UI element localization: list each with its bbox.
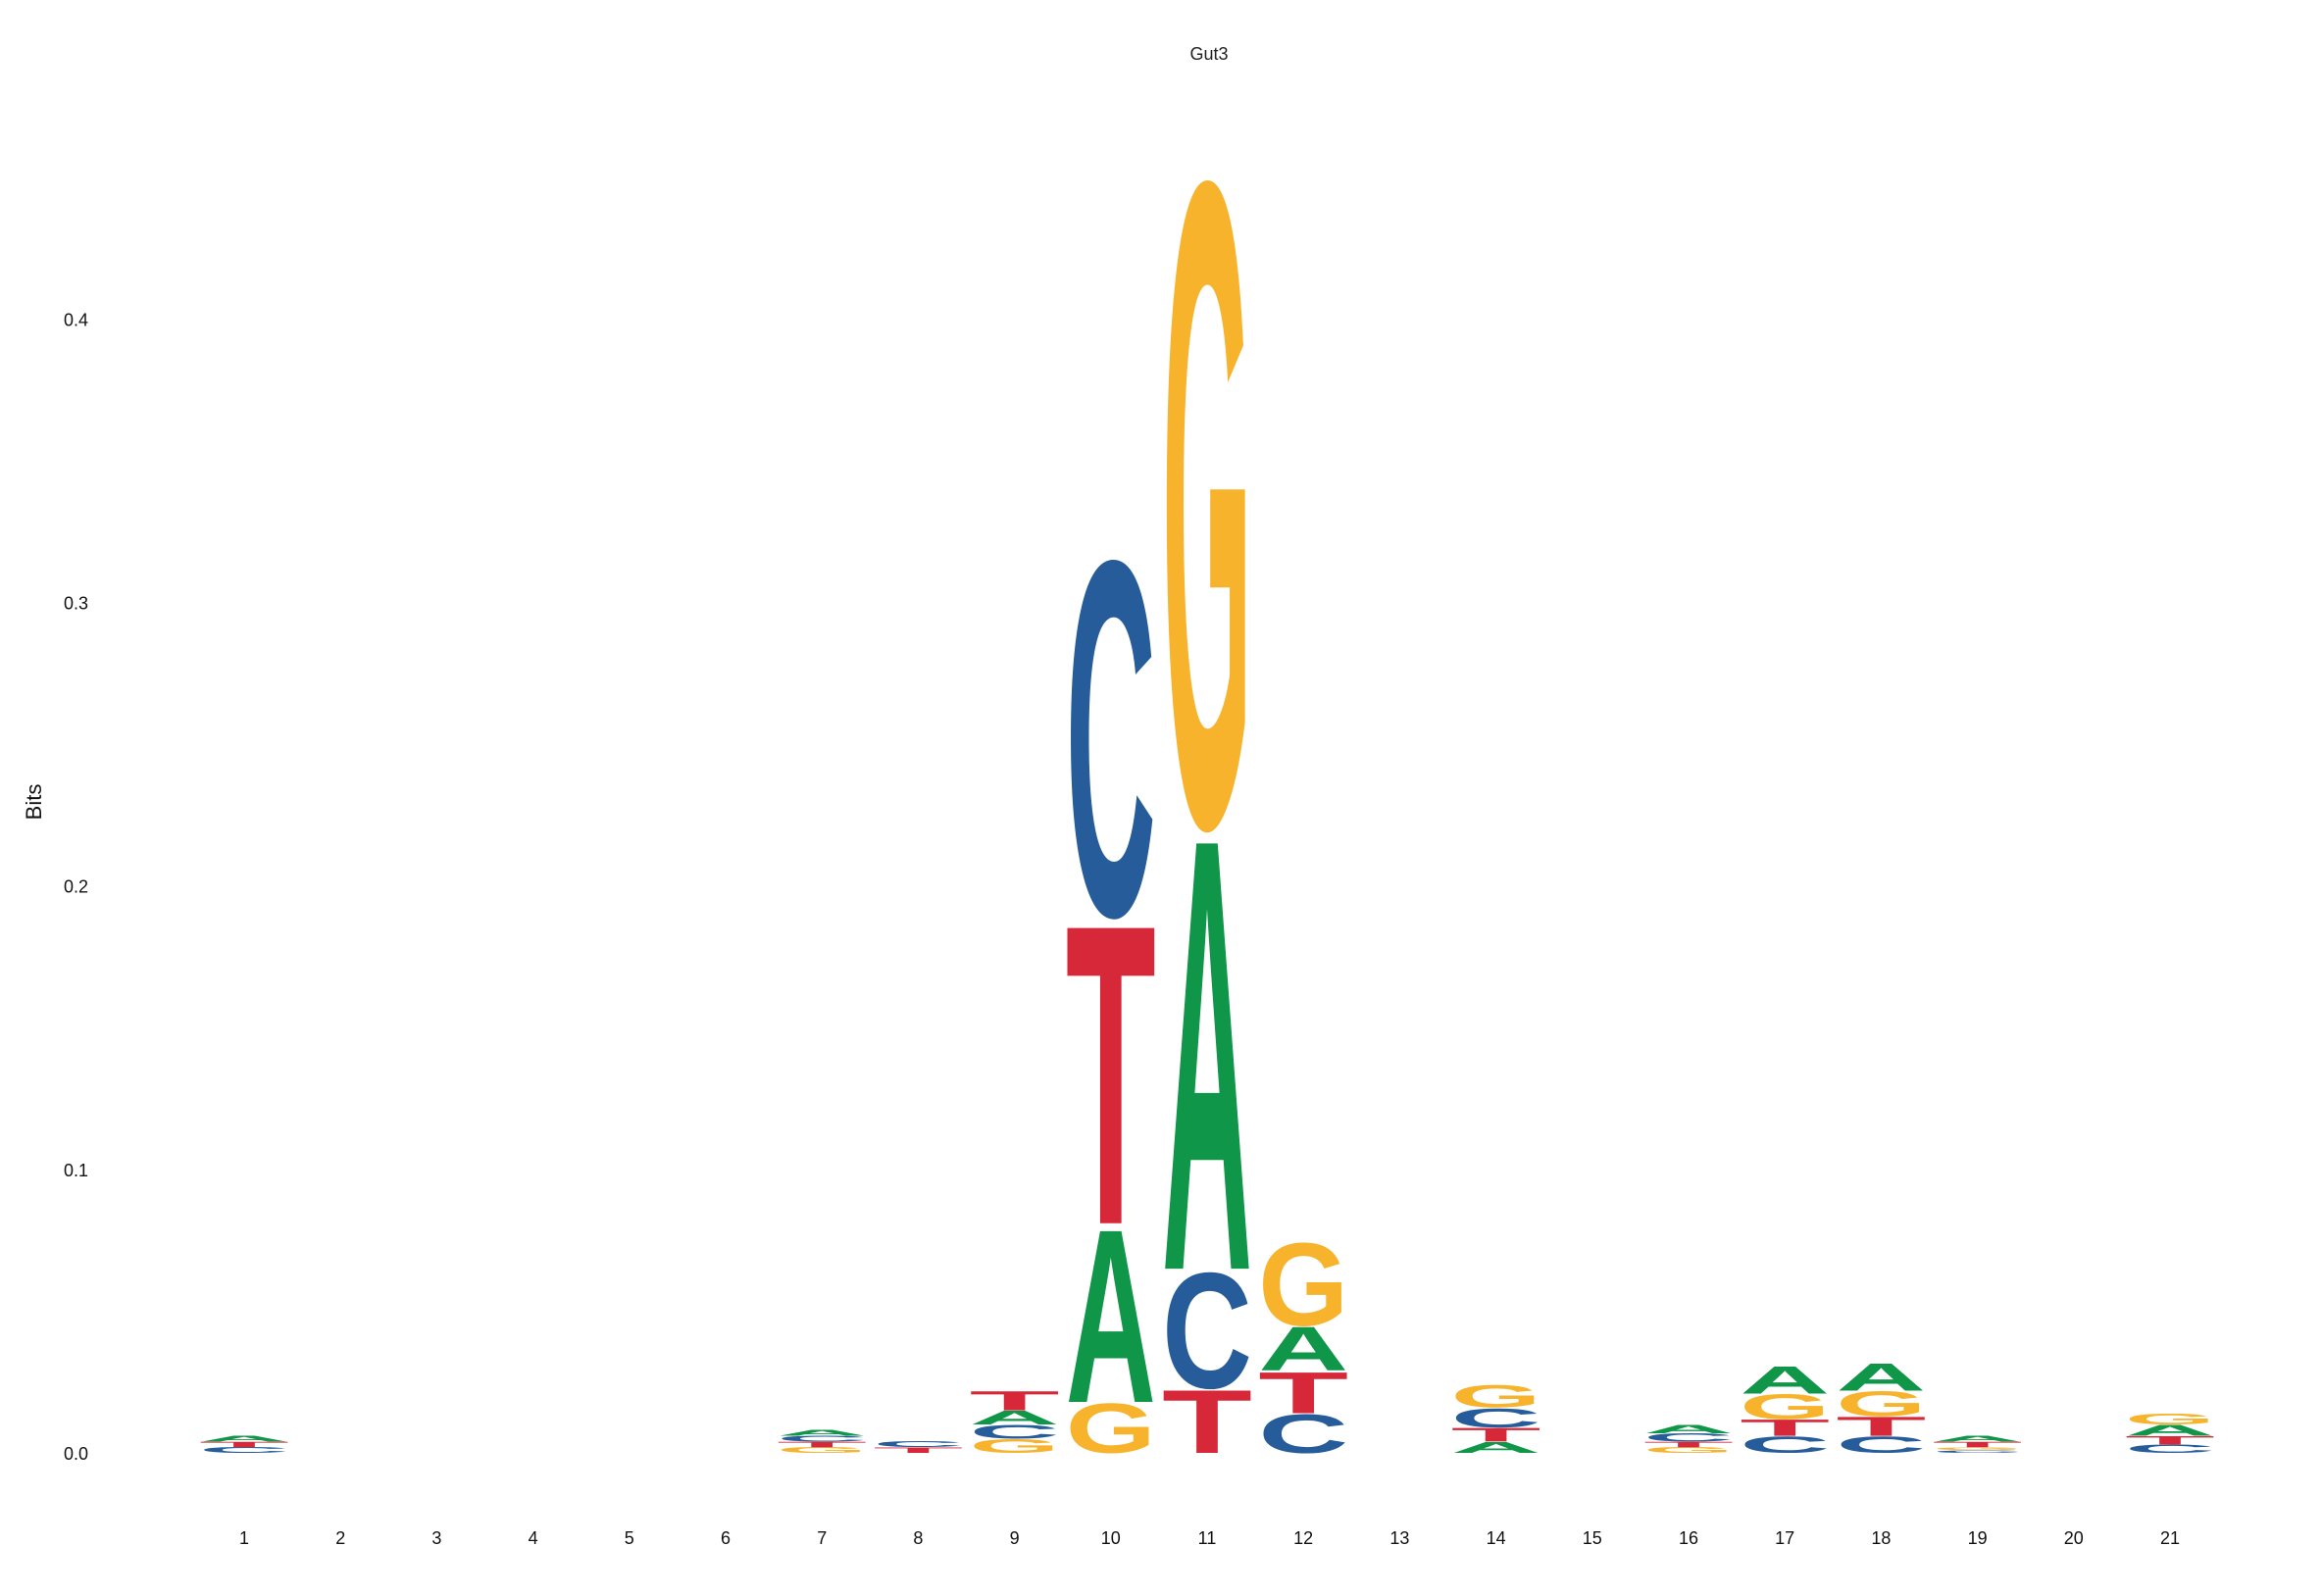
logo-letter-t: T (199, 1440, 289, 1449)
logo-letter-t: T (1740, 1415, 1830, 1441)
x-tick-label: 5 (625, 1528, 634, 1548)
y-axis-ticks: 0.0 0.1 0.2 0.3 0.4 (64, 310, 88, 1464)
logo-letter-c: C (1643, 1431, 1734, 1444)
logo-letter-g: G (1740, 1387, 1830, 1427)
logo-letter-t: T (1643, 1440, 1734, 1449)
y-tick-label: 0.4 (64, 310, 88, 329)
x-tick-label: 16 (1679, 1528, 1698, 1548)
logo-letter-g: G (1451, 1379, 1541, 1415)
logo-letter-a: A (1451, 1439, 1541, 1457)
logo-letter-g: G (1836, 1384, 1926, 1424)
logo-letter-a: A (970, 1407, 1060, 1428)
x-tick-label: 17 (1775, 1528, 1794, 1548)
logo-letter-c: C (1162, 1238, 1252, 1422)
x-axis-ticks: 1 2 3 4 5 6 7 8 9 10 11 12 13 14 15 16 17 18 19 20 21 (239, 1528, 2180, 1548)
logo-letter-c: C (1066, 455, 1156, 1022)
logo-letter-c: C (199, 1446, 289, 1455)
x-tick-label: 19 (1968, 1528, 1988, 1548)
x-tick-label: 1 (239, 1528, 249, 1548)
logo-letter-g: G (2125, 1411, 2215, 1428)
y-axis-label: Bits (22, 784, 46, 821)
logo-letter-t: T (1066, 836, 1156, 1315)
x-tick-label: 2 (335, 1528, 345, 1548)
logo-letter-a: A (199, 1434, 289, 1443)
logo-letter-g: G (1258, 1220, 1348, 1351)
logo-letter-g: G (1643, 1446, 1734, 1455)
logo-letter-c: C (1740, 1431, 1830, 1458)
logo-letter-a: A (1740, 1359, 1830, 1403)
x-tick-label: 14 (1487, 1528, 1506, 1548)
logo-letter-c: C (2125, 1442, 2215, 1455)
chart-title: Gut3 (1189, 44, 1228, 64)
logo-letter-t: T (2125, 1433, 2215, 1447)
x-tick-label: 21 (2160, 1528, 2180, 1548)
x-tick-label: 11 (1198, 1528, 1217, 1548)
x-tick-label: 15 (1583, 1528, 1602, 1548)
logo-letter-a: A (1643, 1422, 1734, 1435)
x-tick-label: 6 (721, 1528, 731, 1548)
logo-letter-c: C (970, 1421, 1060, 1442)
x-tick-label: 20 (2064, 1528, 2084, 1548)
logo-letter-t: T (970, 1385, 1060, 1416)
logo-letter-a: A (777, 1428, 867, 1437)
logo-letter-t: T (1836, 1411, 1926, 1441)
logo-letter-a: A (1933, 1434, 2023, 1443)
logo-letter-a: A (1258, 1315, 1348, 1384)
logo-letter-a: A (1066, 1179, 1156, 1456)
logo-letter-c: C (1836, 1431, 1926, 1458)
logo-letter-t: T (873, 1446, 963, 1455)
logo-letter-a: A (1162, 710, 1252, 1400)
y-tick-label: 0.1 (64, 1161, 88, 1180)
x-tick-label: 9 (1010, 1528, 1020, 1548)
x-tick-label: 3 (431, 1528, 441, 1548)
x-tick-label: 8 (913, 1528, 923, 1548)
logo-letter-a: A (2125, 1421, 2215, 1439)
logo-letter-t: T (777, 1440, 867, 1449)
x-tick-label: 12 (1293, 1528, 1313, 1548)
logo-letter-c: C (873, 1440, 963, 1449)
y-tick-label: 0.0 (64, 1444, 88, 1464)
x-tick-label: 10 (1101, 1528, 1121, 1548)
logo-letter-g: G (970, 1435, 1060, 1457)
x-tick-label: 13 (1389, 1528, 1409, 1548)
x-tick-label: 18 (1871, 1528, 1891, 1548)
logo-letter-c: C (1933, 1449, 2023, 1454)
logo-letter-t: T (1451, 1423, 1541, 1445)
y-tick-label: 0.3 (64, 594, 88, 614)
logo-letter-c: C (777, 1434, 867, 1443)
logo-letter-g: G (777, 1446, 867, 1455)
logo-letter-t: T (1258, 1360, 1348, 1425)
logo-letter-g: G (1933, 1446, 2023, 1451)
logo-letter-g: G (1066, 1388, 1156, 1468)
y-tick-label: 0.2 (64, 877, 88, 897)
logo-letter-g: G (1162, 0, 1252, 1019)
x-tick-label: 7 (817, 1528, 827, 1548)
logo-letter-c: C (1258, 1403, 1348, 1465)
x-tick-label: 4 (529, 1528, 538, 1548)
logo-letter-t: T (1162, 1372, 1252, 1472)
logo-letter-a: A (1836, 1356, 1926, 1400)
logo-letter-c: C (1451, 1402, 1541, 1433)
logo-letter-t: T (1933, 1440, 2023, 1449)
